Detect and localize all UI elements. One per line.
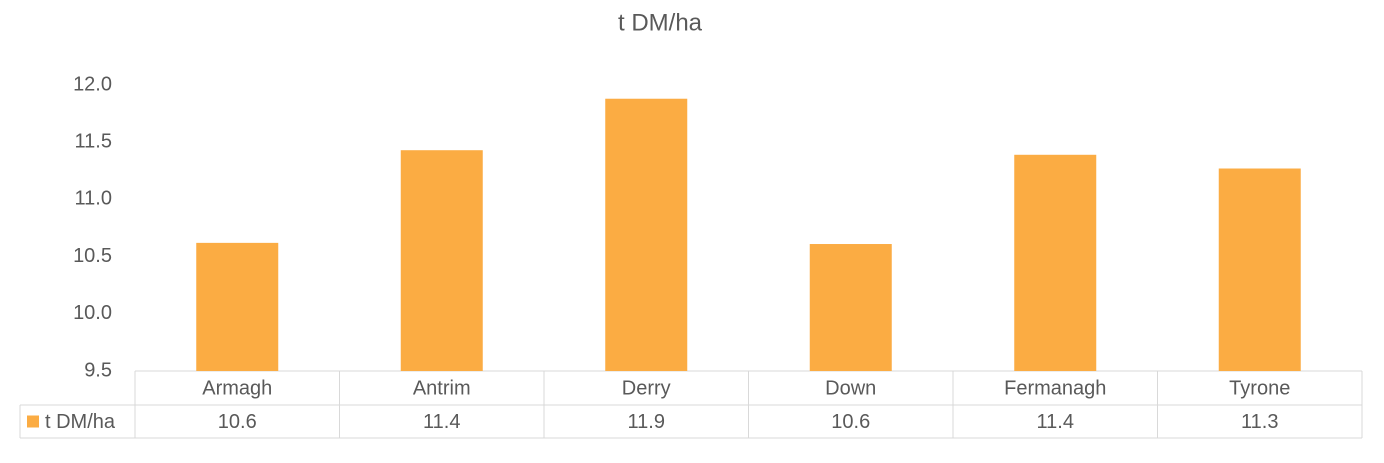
bar bbox=[1014, 154, 1097, 371]
data-label: 11.4 bbox=[423, 411, 460, 433]
y-tick-label: 11.0 bbox=[75, 188, 112, 210]
data-label: 11.3 bbox=[1241, 411, 1278, 433]
y-tick-label: 11.5 bbox=[75, 130, 112, 152]
y-tick-label: 10.5 bbox=[73, 245, 112, 267]
y-tick-label: 10.0 bbox=[73, 302, 112, 324]
bar bbox=[400, 150, 483, 371]
x-tick-label: Derry bbox=[622, 377, 671, 399]
y-tick-label: 12.0 bbox=[73, 73, 112, 95]
chart-title: t DM/ha bbox=[618, 9, 703, 36]
bar bbox=[809, 244, 892, 371]
data-label: 10.6 bbox=[218, 411, 257, 433]
bar bbox=[196, 242, 279, 371]
bar bbox=[1218, 168, 1301, 371]
bar bbox=[605, 98, 688, 371]
x-tick-label: Armagh bbox=[202, 377, 272, 399]
data-label: 10.6 bbox=[831, 411, 870, 433]
y-tick-label: 9.5 bbox=[84, 359, 112, 381]
x-tick-label: Antrim bbox=[413, 377, 471, 399]
x-tick-label: Down bbox=[825, 377, 876, 399]
data-label: 11.9 bbox=[628, 411, 665, 433]
data-label: 11.4 bbox=[1037, 411, 1074, 433]
legend-swatch bbox=[27, 415, 39, 428]
x-tick-label: Tyrone bbox=[1229, 377, 1290, 399]
x-tick-label: Fermanagh bbox=[1004, 377, 1106, 399]
legend-label: t DM/ha bbox=[45, 411, 116, 433]
